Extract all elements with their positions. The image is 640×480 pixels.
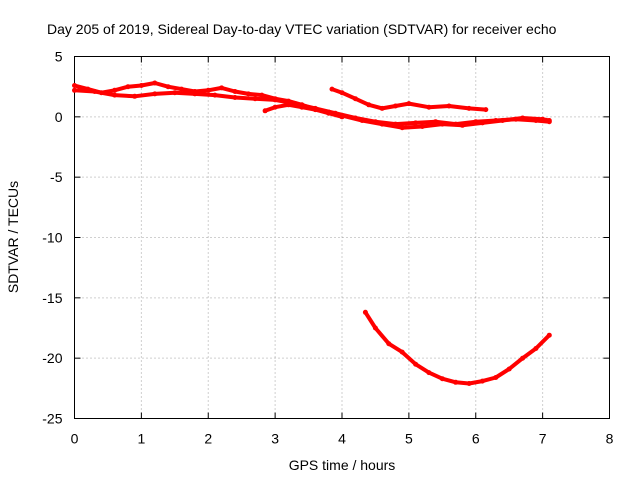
data-point [483, 107, 489, 113]
data-point [372, 325, 378, 331]
data-point [439, 121, 445, 127]
x-tick-label: 5 [405, 431, 413, 447]
data-point [379, 121, 385, 127]
series-line-satellite-track-5 [363, 310, 552, 386]
data-point [419, 124, 425, 129]
data-point [205, 87, 211, 93]
data-point [72, 83, 77, 88]
data-point [132, 93, 138, 99]
data-point [352, 96, 358, 102]
y-tick-labels: -25 -20 -15 -10 -5 0 5 [42, 49, 62, 427]
data-point [479, 120, 485, 126]
data-point [546, 118, 552, 123]
data-point [125, 84, 131, 90]
data-point [92, 89, 98, 94]
data-point [399, 125, 405, 131]
data-point [546, 332, 552, 338]
y-tick-label: -20 [42, 350, 62, 366]
data-point [426, 370, 432, 376]
y-tick-label: -10 [42, 230, 62, 246]
y-tick-label: -25 [42, 411, 62, 427]
data-point [112, 92, 118, 98]
x-tick-label: 1 [137, 431, 145, 447]
x-tick-label: 7 [539, 431, 547, 447]
data-point [379, 105, 385, 111]
data-point [192, 91, 198, 97]
data-series [72, 80, 552, 386]
y-tick-label: 5 [55, 49, 63, 65]
data-point [179, 86, 184, 92]
data-point [259, 92, 265, 98]
data-point [329, 86, 335, 92]
data-point [172, 90, 178, 96]
data-point [413, 361, 419, 367]
data-point [232, 95, 238, 100]
data-point [520, 115, 526, 121]
data-point [533, 346, 539, 351]
data-point [252, 96, 258, 102]
x-tick-label: 4 [338, 431, 346, 447]
data-point [272, 104, 278, 110]
grid-lines [74, 56, 610, 419]
data-point [413, 120, 419, 126]
y-tick-label: -5 [50, 169, 63, 185]
data-point [232, 89, 238, 94]
data-point [479, 378, 485, 384]
data-point [326, 109, 332, 115]
data-point [219, 85, 225, 91]
chart-title: Day 205 of 2019, Sidereal Day-to-day VTE… [47, 21, 557, 37]
data-point [446, 103, 452, 109]
data-point [466, 381, 472, 386]
data-point [152, 80, 158, 86]
data-point [112, 87, 118, 93]
data-point [359, 118, 365, 123]
data-point [540, 116, 546, 122]
data-point [152, 91, 158, 97]
data-point [245, 91, 251, 97]
data-point [399, 349, 405, 355]
data-point [72, 87, 77, 93]
data-point [520, 355, 526, 361]
data-point [286, 102, 291, 108]
data-point [312, 107, 318, 113]
x-tick-label: 6 [472, 431, 480, 447]
x-tick-labels: 0 1 2 3 4 5 6 7 8 [71, 431, 614, 447]
data-point [386, 341, 392, 347]
data-point [439, 376, 445, 382]
data-point [212, 92, 218, 98]
data-point [262, 108, 268, 114]
x-axis-title: GPS time / hours [289, 457, 396, 473]
y-tick-label: -15 [42, 290, 62, 306]
data-point [466, 105, 472, 111]
data-point [406, 101, 412, 107]
data-point [453, 379, 459, 385]
data-point [426, 104, 432, 110]
data-point [506, 366, 512, 372]
data-point [272, 97, 278, 103]
x-tick-label: 0 [71, 431, 79, 447]
y-axis-title: SDTVAR / TECUs [5, 181, 21, 293]
data-point [339, 113, 345, 119]
x-tick-label: 2 [204, 431, 212, 447]
x-tick-label: 8 [606, 431, 614, 447]
x-tick-label: 3 [271, 431, 279, 447]
data-point [459, 122, 465, 128]
data-point [339, 90, 345, 96]
y-tick-label: 0 [55, 109, 63, 125]
data-point [299, 104, 305, 110]
data-point [366, 102, 372, 108]
data-point [165, 84, 171, 90]
data-point [362, 309, 368, 315]
data-point [393, 103, 398, 109]
axis-ticks [74, 56, 610, 419]
data-point [500, 118, 505, 123]
data-point [493, 375, 499, 380]
data-point [138, 83, 144, 88]
